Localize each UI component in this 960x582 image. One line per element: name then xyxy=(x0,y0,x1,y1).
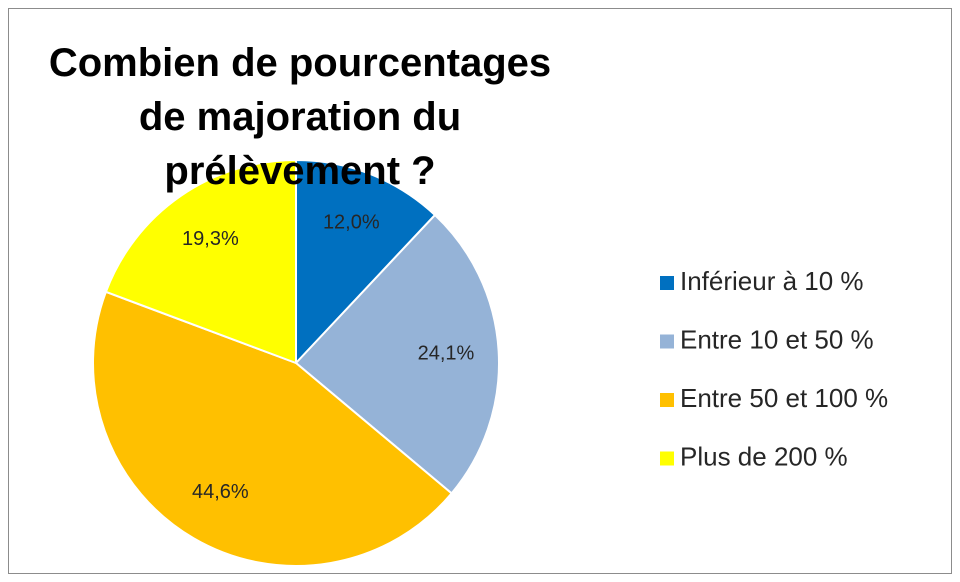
legend-swatch xyxy=(660,334,674,349)
legend-label: Inférieur à 10 % xyxy=(680,266,864,296)
legend-swatch xyxy=(660,393,674,407)
legend-label: Entre 50 et 100 % xyxy=(680,383,888,413)
legend-label: Entre 10 et 50 % xyxy=(680,324,874,354)
pie-slice xyxy=(92,290,454,567)
legend-swatch xyxy=(660,276,674,290)
data-label: 44,6% xyxy=(192,481,249,503)
legend-label: Plus de 200 % xyxy=(680,441,848,471)
data-label: 19,3% xyxy=(182,228,239,250)
pie-slice xyxy=(104,158,297,365)
pie-slice xyxy=(295,158,437,366)
data-label: 12,0% xyxy=(323,212,380,234)
chart-title: Combien de pourcentages de majoration du… xyxy=(48,41,552,193)
pie-slice xyxy=(294,213,500,495)
data-label: 24,1% xyxy=(418,342,475,364)
frame-border xyxy=(8,8,952,574)
legend-swatch xyxy=(660,451,674,466)
